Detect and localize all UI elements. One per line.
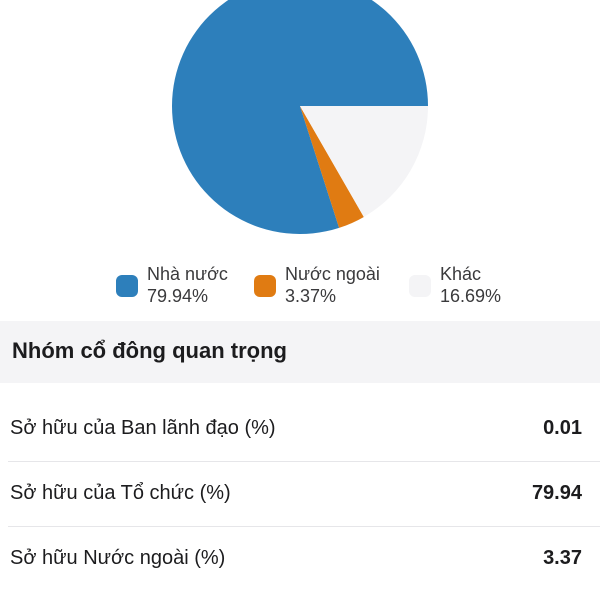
- legend-text-state: Nhà nước 79.94%: [147, 263, 228, 307]
- legend-text-other: Khác 16.69%: [440, 263, 501, 307]
- legend-swatch-other: [409, 275, 431, 297]
- legend-text-foreign: Nước ngoài 3.37%: [285, 263, 380, 307]
- row-label-foreign: Sở hữu Nước ngoài (%): [10, 547, 226, 569]
- row-label-institution: Sở hữu của Tổ chức (%): [10, 482, 231, 504]
- legend-value-foreign: 3.37%: [285, 286, 337, 306]
- section-title: Nhóm cổ đông quan trọng: [12, 338, 287, 363]
- row-value-institution: 79.94: [531, 482, 582, 504]
- pie-slice-foreign: [300, 106, 364, 228]
- row-institution-ownership[interactable]: Sở hữu của Tổ chức (%) 79.94: [8, 462, 600, 527]
- ownership-pie-chart: [172, 0, 428, 234]
- legend-value-other: 16.69%: [440, 286, 502, 306]
- legend-label-state: Nhà nước: [147, 264, 228, 284]
- shareholder-list: Sở hữu của Ban lãnh đạo (%) 0.01 Sở hữu …: [0, 397, 600, 591]
- pie-slice-state: [172, 0, 428, 234]
- legend-swatch-foreign: [254, 275, 276, 297]
- pie-slice-other: [300, 106, 428, 217]
- legend-swatch-state: [116, 275, 138, 297]
- row-management-ownership[interactable]: Sở hữu của Ban lãnh đạo (%) 0.01: [8, 397, 600, 462]
- legend-value-state: 79.94%: [147, 286, 209, 306]
- chart-legend: Nhà nước 79.94% Nước ngoài 3.37% Khác 16…: [0, 263, 600, 311]
- row-value-management: 0.01: [543, 417, 582, 439]
- row-value-foreign: 3.37: [543, 547, 582, 569]
- legend-label-other: Khác: [440, 264, 482, 284]
- row-label-management: Sở hữu của Ban lãnh đạo (%): [10, 417, 276, 439]
- row-foreign-ownership[interactable]: Sở hữu Nước ngoài (%) 3.37: [8, 527, 600, 591]
- section-header: Nhóm cổ đông quan trọng: [0, 321, 600, 383]
- legend-label-foreign: Nước ngoài: [285, 264, 380, 284]
